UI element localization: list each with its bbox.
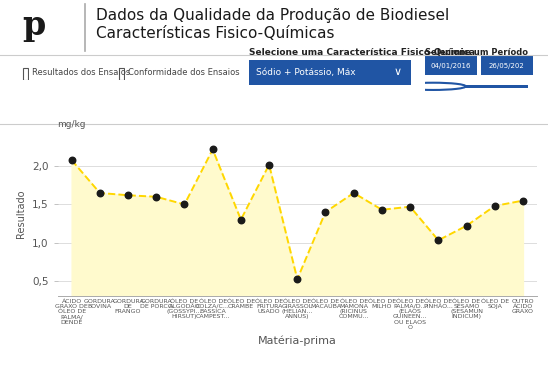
Text: Resultados dos Ensaios: Resultados dos Ensaios (32, 68, 130, 77)
Point (406, 204, 414, 210)
Bar (433, 85, 528, 88)
Point (152, 194, 161, 200)
Point (265, 162, 273, 168)
Point (434, 237, 443, 243)
Point (490, 203, 499, 209)
Point (462, 223, 471, 229)
Point (208, 147, 217, 153)
Text: Selecione uma Característica Fisico-Química: Selecione uma Característica Fisico-Quím… (249, 48, 476, 57)
Text: Conformidade dos Ensaios: Conformidade dos Ensaios (128, 68, 239, 77)
Text: Características Fisico-Químicas: Características Fisico-Químicas (96, 26, 334, 41)
Circle shape (401, 83, 466, 90)
Point (293, 276, 301, 282)
Text: mg/kg: mg/kg (58, 120, 86, 129)
Point (180, 201, 189, 207)
X-axis label: Matéria-prima: Matéria-prima (258, 335, 336, 346)
Point (95, 190, 104, 196)
Point (518, 198, 527, 204)
Point (67, 157, 76, 163)
Text: 26/05/202: 26/05/202 (489, 63, 524, 69)
Point (321, 209, 330, 215)
Text: 04/01/2016: 04/01/2016 (431, 63, 471, 69)
Y-axis label: Resultado: Resultado (16, 190, 26, 238)
Text: Selecione um Período: Selecione um Período (425, 48, 528, 57)
Point (124, 192, 133, 198)
Point (378, 207, 386, 213)
Text: p: p (22, 9, 45, 43)
Text: Sódio + Potássio, Máx: Sódio + Potássio, Máx (256, 68, 356, 77)
Text: ∨: ∨ (393, 67, 401, 77)
Point (237, 217, 246, 223)
Text: Dados da Qualidade da Produção de Biodiesel: Dados da Qualidade da Produção de Biodie… (96, 8, 449, 23)
Point (349, 190, 358, 196)
